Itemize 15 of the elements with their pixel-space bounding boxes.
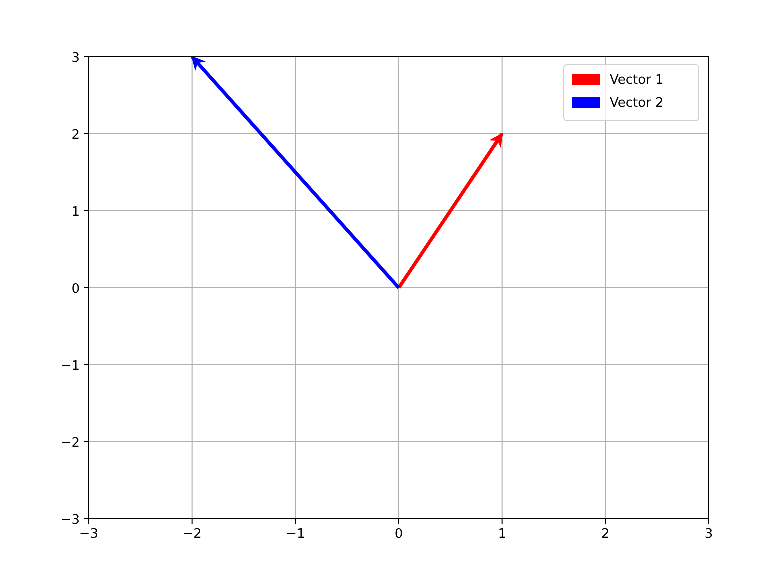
legend-label: Vector 2: [610, 96, 664, 111]
x-tick-label: 3: [704, 527, 714, 542]
y-tick-label: 2: [72, 128, 80, 143]
x-tick-label: 2: [602, 527, 610, 542]
y-tick-label: −1: [60, 359, 80, 374]
x-tick-label: −2: [182, 527, 202, 542]
y-tick-label: 3: [72, 51, 80, 66]
x-tick-label: 1: [498, 527, 506, 542]
x-tick-label: 0: [394, 527, 404, 542]
y-tick-label: −3: [60, 513, 80, 528]
y-tick-label: 1: [72, 205, 80, 220]
y-tick-label: 0: [72, 282, 80, 297]
y-tick-label: −2: [60, 436, 80, 451]
legend-label: Vector 1: [610, 73, 664, 88]
x-tick-label: −1: [286, 527, 306, 542]
